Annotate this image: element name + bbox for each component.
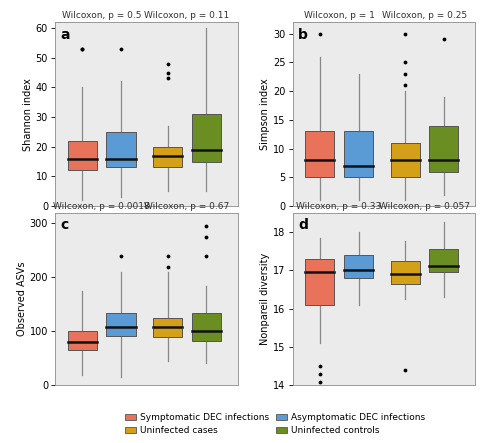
Bar [430,249,458,272]
Bar [390,143,420,177]
Text: Wilcoxon, p = 0.67: Wilcoxon, p = 0.67 [144,202,230,211]
Bar [390,260,420,284]
Bar [430,125,458,171]
Bar [106,312,136,336]
Text: Wilcoxon, p = 0.0018: Wilcoxon, p = 0.0018 [53,202,150,211]
Bar [192,114,221,162]
Legend: Symptomatic DEC infections, Uninfected cases, Asymptomatic DEC infections, Uninf: Symptomatic DEC infections, Uninfected c… [122,410,428,439]
Bar [68,331,96,350]
Text: Wilcoxon, p = 0.25: Wilcoxon, p = 0.25 [382,12,467,20]
Text: Wilcoxon, p = 0.5: Wilcoxon, p = 0.5 [62,12,142,20]
Bar [305,131,334,177]
Text: c: c [60,218,68,232]
Y-axis label: Observed ASVs: Observed ASVs [17,262,27,336]
Y-axis label: Nonpareil diversity: Nonpareil diversity [260,253,270,345]
Bar [305,259,334,305]
Text: Wilcoxon, p = 0.11: Wilcoxon, p = 0.11 [144,12,230,20]
Bar [153,318,182,337]
Text: Wilcoxon, p = 0.057: Wilcoxon, p = 0.057 [379,202,470,211]
Bar [344,131,373,177]
Y-axis label: Simpson index: Simpson index [260,78,270,150]
Bar [106,132,136,167]
Bar [344,255,373,278]
Bar [192,312,221,341]
Text: d: d [298,218,308,232]
Y-axis label: Shannon index: Shannon index [23,78,33,151]
Text: b: b [298,27,308,42]
Text: Wilcoxon, p = 0.33: Wilcoxon, p = 0.33 [296,202,382,211]
Bar [153,147,182,167]
Text: a: a [60,27,70,42]
Bar [68,141,96,171]
Text: Wilcoxon, p = 1: Wilcoxon, p = 1 [304,12,374,20]
